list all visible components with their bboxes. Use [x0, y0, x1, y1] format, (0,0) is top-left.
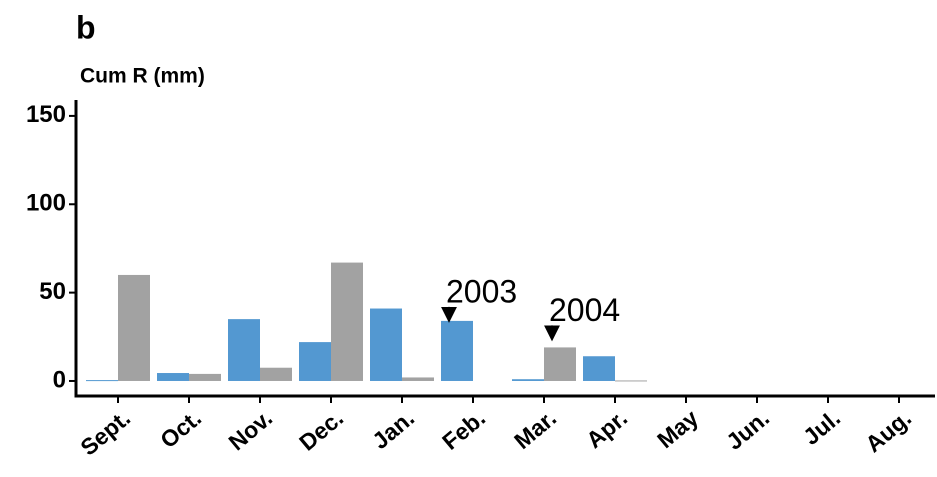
y-tick-label: 50 [39, 278, 66, 305]
x-tick-label: Dec. [294, 405, 348, 456]
bar [370, 308, 402, 381]
bar [189, 373, 221, 381]
y-tick-label: 100 [26, 190, 66, 217]
y-axis-label: Cum R (mm) [80, 65, 205, 88]
x-tick-label: Aug. [860, 405, 916, 458]
x-tick-label: May [652, 404, 703, 453]
bar [260, 367, 292, 381]
bar [228, 319, 260, 381]
x-tick-label: Jul. [798, 405, 845, 450]
y-tick-label: 0 [53, 366, 66, 393]
y-tick-label: 150 [26, 101, 66, 128]
bar [402, 377, 434, 381]
x-tick-label: Jun. [721, 405, 774, 455]
x-tick-label: Feb. [437, 405, 490, 455]
x-tick-label: Mar. [509, 405, 561, 455]
bar [512, 379, 544, 381]
bar [583, 356, 615, 381]
bar [299, 342, 331, 381]
x-tick-label: Nov. [224, 405, 278, 456]
bar [441, 320, 473, 381]
bar [157, 373, 189, 381]
panel-label: b [76, 9, 96, 45]
annotation: 2003 [446, 273, 517, 309]
bar [86, 380, 118, 382]
bar [615, 380, 647, 382]
x-tick-label: Jan. [367, 405, 419, 455]
x-tick-label: Oct. [155, 405, 206, 454]
annotation: 2004 [549, 292, 620, 328]
x-tick-label: Sept. [75, 405, 135, 461]
bar [331, 262, 363, 381]
x-tick-label: Apr. [581, 405, 632, 454]
bar [118, 274, 150, 381]
bar [544, 347, 576, 381]
